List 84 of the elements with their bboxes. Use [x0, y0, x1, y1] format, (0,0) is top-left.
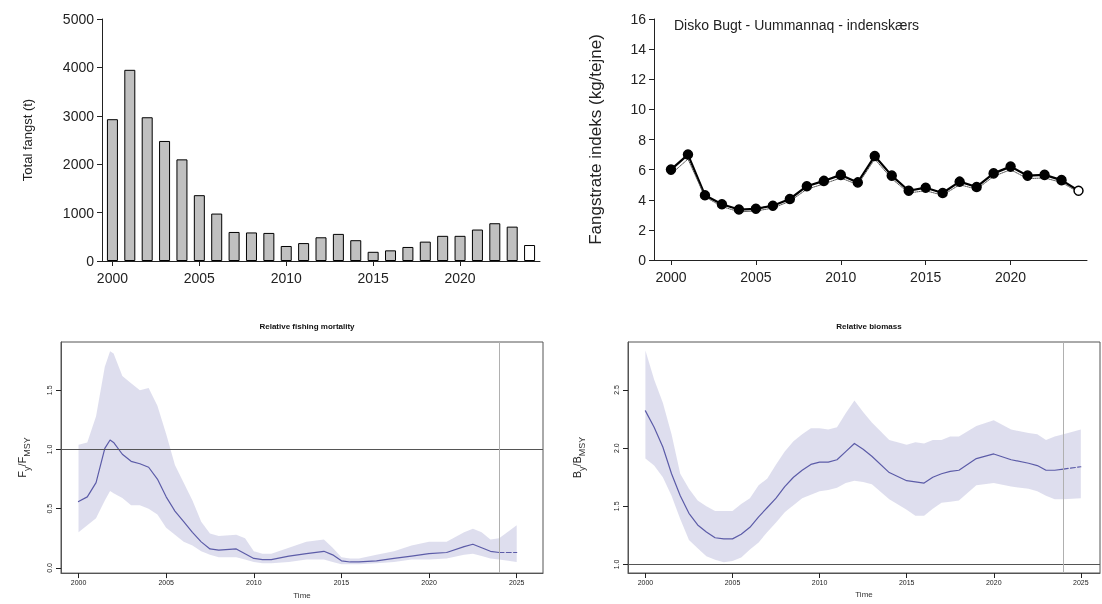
bar [367, 251, 379, 261]
point [954, 176, 965, 187]
bar [141, 117, 153, 261]
bar [106, 119, 118, 261]
bar [315, 237, 327, 261]
y-tick-label: 8 [638, 131, 647, 148]
point [801, 180, 813, 192]
x-tick-label: 2000 [655, 269, 687, 285]
bar [193, 195, 205, 261]
chart-title: Relative biomass [836, 321, 903, 331]
bar [437, 235, 449, 261]
point [716, 199, 728, 210]
point [784, 193, 796, 205]
x-axis-title: Time [293, 590, 312, 600]
bar [454, 235, 466, 261]
bar [228, 231, 240, 261]
point [1073, 185, 1084, 196]
x-tick-label: 2005 [183, 270, 216, 286]
point [869, 150, 880, 162]
point [1039, 169, 1050, 181]
y-tick-label: 5000 [62, 11, 95, 27]
point [835, 169, 847, 181]
y-tick-label: 3000 [62, 107, 95, 124]
bar [298, 243, 310, 261]
point [988, 168, 999, 179]
x-tick-label: 2010 [270, 270, 303, 286]
annotation: Disko Bugt - Uummannaq - indenskærs [674, 17, 920, 33]
y-tick-label: 16 [630, 11, 647, 27]
x-tick-label: 2015 [357, 270, 389, 286]
x-tick-label: 2020 [444, 270, 476, 286]
y-tick-label: 4 [638, 191, 647, 208]
chart-title: Relative fishing mortality [259, 321, 356, 331]
bar [159, 140, 171, 261]
point [767, 200, 779, 212]
bar [245, 232, 257, 261]
point [818, 175, 830, 187]
y-tick-label: 2 [638, 221, 647, 238]
x-tick-label: 2005 [740, 269, 772, 285]
y-tick-label: 0 [638, 252, 647, 268]
x-tick-label: 2015 [910, 269, 942, 285]
bar [176, 159, 188, 261]
point [852, 177, 864, 188]
bar [489, 223, 501, 261]
point [920, 182, 931, 193]
y-tick-label: 14 [630, 41, 647, 58]
bar [263, 232, 275, 261]
x-tick-label: 2000 [96, 270, 129, 286]
y-axis-title: By/BMSY [571, 436, 587, 479]
point [1022, 170, 1033, 181]
y-axis-title: Fangstrate indeks (kg/tejne) [586, 34, 605, 245]
x-tick-label: 2010 [825, 269, 857, 285]
bar [471, 229, 483, 261]
point [733, 204, 745, 215]
bar [124, 69, 136, 261]
bar [385, 250, 397, 261]
point [1056, 174, 1067, 186]
y-tick-label: 0 [86, 253, 95, 269]
point [665, 164, 677, 175]
y-axis-title: Total fangst (t) [20, 98, 35, 182]
point [1005, 161, 1016, 172]
y-axis-title: Fy/FMSY [16, 437, 32, 478]
y-tick-label: 12 [630, 71, 647, 88]
point [937, 187, 948, 199]
bar [350, 240, 362, 261]
y-tick-label: 10 [630, 101, 647, 118]
point [699, 189, 711, 201]
bar [280, 246, 292, 261]
bar [402, 246, 414, 261]
y-tick-label: 2000 [62, 156, 95, 173]
x-tick-label: 2020 [995, 269, 1027, 285]
bar [524, 245, 536, 261]
bar [211, 213, 223, 261]
point [971, 181, 982, 193]
point [903, 185, 914, 196]
point [886, 170, 897, 181]
point [682, 149, 694, 160]
y-tick-label: 4000 [62, 59, 95, 76]
bar [332, 233, 344, 261]
point [750, 203, 762, 215]
bar [506, 226, 518, 261]
y-tick-label: 6 [638, 161, 647, 178]
y-tick-label: 1000 [62, 204, 95, 221]
x-axis-title: Time [855, 590, 874, 600]
bar [419, 241, 431, 261]
